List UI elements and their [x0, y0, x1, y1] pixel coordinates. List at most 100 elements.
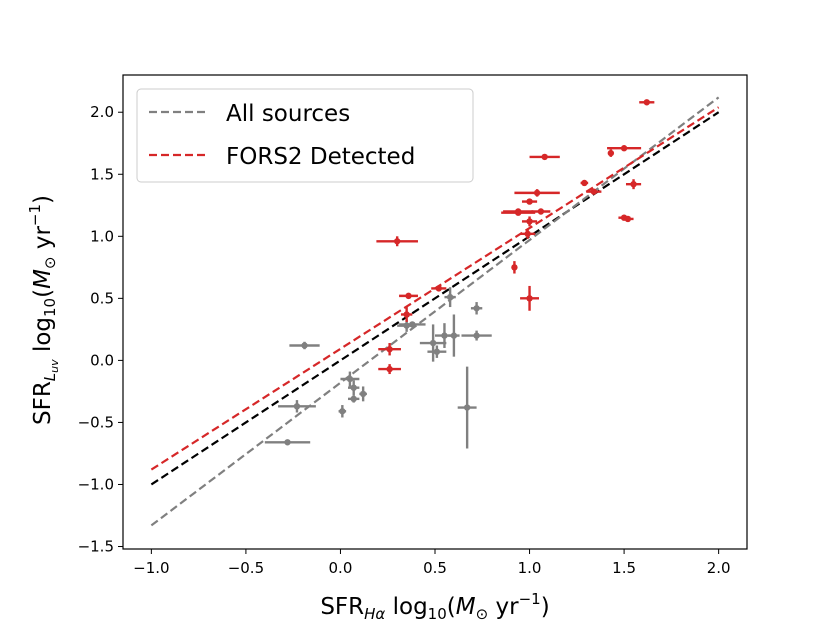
x-title-close: ) — [541, 594, 550, 620]
all-sources-marker-10 — [429, 339, 437, 347]
fors2-detected-point-5 — [431, 285, 447, 292]
fors2-detected-point-17 — [586, 188, 602, 195]
y-axis-title: SFRLuv log10(M⊙ yr−1) — [26, 195, 61, 425]
fors2-detected-marker-5 — [435, 285, 442, 292]
y-tick-label: 2.0 — [90, 103, 114, 121]
fors2-detected-marker-18 — [607, 149, 615, 157]
fors2-detected-point-0 — [378, 343, 401, 356]
all-sources-marker-9 — [409, 321, 416, 328]
fors2-detected-point-1 — [378, 364, 401, 375]
y-title-log-sub: 10 — [41, 298, 59, 317]
all-sources-point-13 — [444, 287, 456, 308]
x-title-yr: yr — [488, 594, 519, 620]
y-tick-label: 1.0 — [90, 227, 114, 245]
fors2-detected-point-12 — [521, 198, 538, 205]
y-tick-label: −1.5 — [78, 538, 114, 556]
x-title-log-sub: 10 — [428, 605, 447, 623]
fors2-detected-point-23 — [639, 99, 655, 106]
x-title-sup: −1 — [519, 590, 541, 608]
all-sources-marker-15 — [463, 404, 471, 411]
fors2-detected-point-8 — [501, 209, 536, 216]
all-sources-marker-12 — [441, 332, 448, 339]
all-sources-point-7 — [348, 395, 360, 403]
x-title-sub: Hα — [364, 605, 385, 623]
all-sources-marker-4 — [346, 375, 354, 383]
legend-fors2-label: FORS2 Detected — [226, 144, 415, 170]
y-title-sfr: SFR — [30, 381, 56, 425]
fors2-detected-marker-15 — [541, 153, 548, 161]
x-tick-label: 2.0 — [707, 559, 731, 577]
fors2-detected-marker-4 — [405, 292, 412, 300]
fors2-detected-marker-17 — [590, 188, 598, 195]
legend-box — [136, 88, 474, 183]
x-tick-label: 0.0 — [329, 559, 353, 577]
x-tick-label: −1.0 — [133, 559, 169, 577]
fit-line-all-sources-fit — [150, 96, 720, 527]
fors2-detected-marker-9 — [524, 230, 531, 238]
x-tick-label: −0.5 — [228, 559, 264, 577]
fors2-detected-marker-23 — [643, 99, 650, 106]
y-title-sup: −1 — [26, 204, 44, 226]
x-title-open: ( — [447, 594, 456, 620]
x-title-m: M — [456, 594, 476, 620]
y-title-open: ( — [30, 289, 56, 298]
x-title-sfr: SFR — [320, 594, 364, 620]
fors2-detected-marker-21 — [624, 215, 632, 223]
fors2-detected-point-22 — [625, 179, 642, 190]
y-title-sub: L — [41, 373, 59, 381]
y-tick-label: −0.5 — [78, 413, 114, 431]
all-sources-point-11 — [427, 345, 447, 358]
y-title-log: log — [30, 317, 56, 359]
legend: All sources FORS2 Detected — [136, 88, 474, 183]
all-sources-point-14 — [448, 314, 460, 357]
fors2-detected-marker-19 — [620, 145, 628, 152]
y-tick-label: 1.5 — [90, 165, 114, 183]
all-sources-point-16 — [470, 302, 483, 315]
fors2-detected-point-10 — [520, 285, 539, 311]
all-sources-marker-17 — [473, 332, 480, 339]
all-sources-marker-1 — [293, 403, 301, 410]
x-title-sun: ⊙ — [476, 605, 489, 623]
all-sources-marker-13 — [446, 293, 454, 301]
all-sources-point-4 — [340, 371, 360, 387]
fors2-detected-marker-8 — [515, 209, 522, 216]
fors2-detected-marker-0 — [386, 346, 393, 353]
all-sources-point-1 — [278, 400, 316, 413]
y-title-m: M — [30, 269, 56, 289]
y-tick-label: 0.5 — [90, 289, 114, 307]
fors2-detected-marker-14 — [537, 208, 545, 215]
fors2-detected-marker-12 — [526, 198, 533, 205]
fors2-detected-point-15 — [529, 153, 560, 161]
all-sources-marker-7 — [350, 395, 357, 403]
all-sources-point-15 — [457, 366, 477, 449]
all-sources-point-0 — [264, 439, 311, 446]
all-sources-point-5 — [348, 380, 360, 396]
fors2-detected-marker-11 — [526, 218, 533, 225]
y-title-sun: ⊙ — [41, 256, 59, 269]
y-title-subsub: uv — [48, 359, 61, 373]
fors2-detected-point-13 — [514, 189, 560, 197]
fors2-detected-point-14 — [531, 208, 551, 215]
fors2-detected-marker-16 — [581, 179, 588, 187]
x-tick-label: 1.0 — [518, 559, 542, 577]
fors2-detected-marker-13 — [533, 189, 541, 197]
all-sources-marker-2 — [301, 342, 308, 349]
x-title-log: log — [385, 594, 427, 620]
fors2-detected-marker-22 — [630, 180, 637, 188]
fors2-detected-marker-3 — [403, 311, 410, 318]
fors2-detected-point-11 — [521, 216, 538, 227]
fors2-detected-point-19 — [607, 145, 642, 152]
fors2-detected-marker-10 — [526, 295, 533, 302]
fors2-detected-point-2 — [376, 236, 418, 247]
fors2-detected-marker-6 — [511, 264, 518, 271]
x-tick-label: 0.5 — [423, 559, 447, 577]
y-tick-label: 0.0 — [90, 351, 114, 369]
all-sources-point-9 — [399, 321, 426, 328]
y-title-yr: yr — [30, 226, 56, 257]
x-axis-title: SFRHα log10(M⊙ yr−1) — [320, 590, 549, 623]
all-sources-point-6 — [359, 386, 367, 402]
all-sources-point-2 — [289, 341, 320, 350]
all-sources-point-17 — [461, 330, 492, 341]
all-sources-marker-11 — [433, 348, 441, 355]
